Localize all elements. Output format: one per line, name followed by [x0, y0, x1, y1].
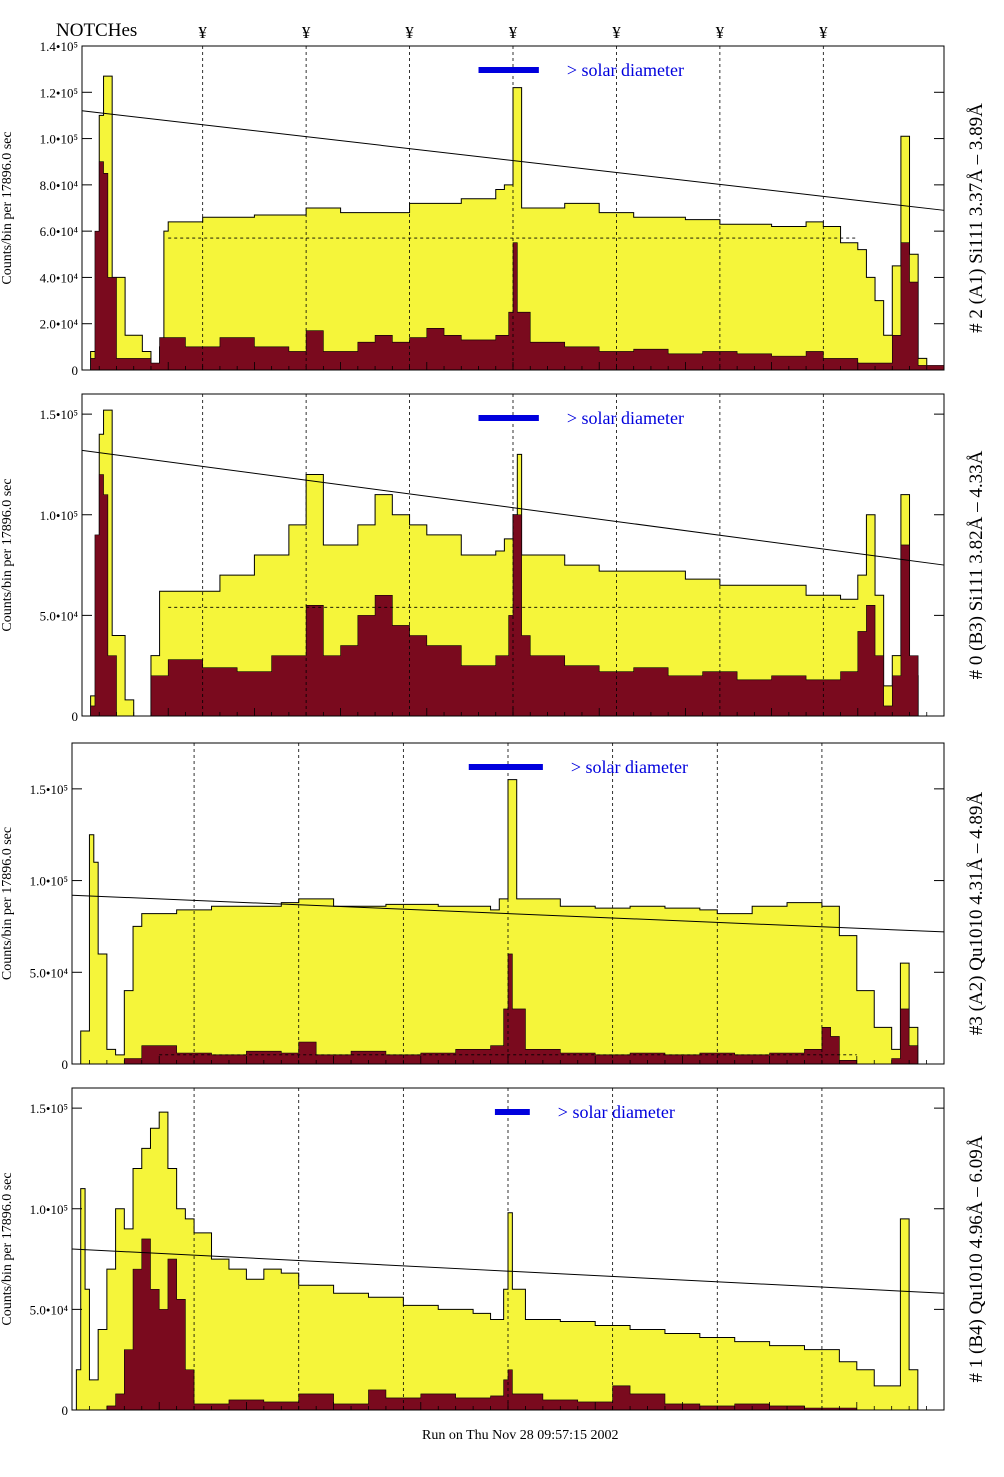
trend-line-3: [71, 1248, 945, 1294]
ytick-label-3-0: 0: [62, 1403, 69, 1418]
panel-1: 0 5.0•10⁴ 1.0•10⁵ 1.5•10⁵ Counts/bin per 178…: [0, 393, 987, 724]
detector-label-1: # 0 (B3) Si111 3.82Å – 4.33Å: [966, 450, 987, 679]
panel-0: 0 2.0•10⁴ 4.0•10⁴ 6.0•10⁴ 8.0•10⁴ 1.0•10⁵ 1.2•…: [0, 39, 987, 378]
ytick-label-1-2: 1.0•10⁵: [40, 508, 78, 523]
ytick-label-0-1: 2.0•10⁴: [40, 317, 79, 332]
notch-marker-4: ¥: [612, 23, 621, 42]
series-dark-3: [72, 1238, 944, 1411]
ytick-label-0-2: 4.0•10⁴: [40, 270, 79, 285]
ytick-label-2-0: 0: [62, 1057, 69, 1072]
ytick-label-3-2: 1.0•10⁵: [30, 1202, 68, 1217]
ytick-label-1-1: 5.0•10⁴: [40, 608, 79, 623]
ytick-label-2-3: 1.5•10⁵: [30, 782, 68, 797]
notch-marker-0: ¥: [198, 23, 207, 42]
detector-label-3: # 1 (B4) Qu1010 4.96Å – 6.09Å: [966, 1135, 987, 1382]
notch-marker-5: ¥: [716, 23, 725, 42]
solar-diameter-legend-2: > solar diameter: [571, 757, 688, 777]
series-total-0: [82, 75, 944, 371]
ytick-label-3-3: 1.5•10⁵: [30, 1101, 68, 1116]
solar-diameter-legend-0: > solar diameter: [567, 60, 684, 80]
notches-title: NOTCHes: [56, 20, 138, 41]
ytick-label-0-6: 1.2•10⁵: [40, 85, 78, 100]
panel-3: 0 5.0•10⁴ 1.0•10⁵ 1.5•10⁵ Counts/bin per 178…: [0, 1087, 987, 1418]
ytick-label-1-3: 1.5•10⁵: [40, 407, 78, 422]
ytick-label-0-5: 1.0•10⁵: [40, 132, 78, 147]
ytick-label-3-1: 5.0•10⁴: [30, 1302, 69, 1317]
series-total-3: [72, 1111, 944, 1411]
series-dark-1: [82, 474, 944, 717]
solar-diameter-bar-3: [494, 1109, 530, 1115]
ytick-label-2-1: 5.0•10⁴: [30, 965, 69, 980]
notch-marker-6: ¥: [819, 23, 828, 42]
series-total-2: [72, 779, 944, 1065]
trend-line-2: [71, 894, 945, 933]
ytick-label-0-7: 1.4•10⁵: [40, 39, 78, 54]
ytick-label-1-0: 0: [72, 709, 79, 724]
solar-diameter-bar-1: [478, 415, 539, 421]
solar-diameter-legend-1: > solar diameter: [567, 408, 684, 428]
y-axis-label-0: Counts/bin per 17896.0 sec: [0, 131, 15, 284]
detector-label-0: # 2 (A1) Si111 3.37Å – 3.89Å: [966, 103, 987, 333]
notch-marker-2: ¥: [405, 23, 414, 42]
ytick-label-0-3: 6.0•10⁴: [40, 224, 79, 239]
run-timestamp: Run on Thu Nov 28 09:57:15 2002: [422, 1428, 619, 1443]
notch-marker-3: ¥: [509, 23, 518, 42]
y-axis-label-1: Counts/bin per 17896.0 sec: [0, 478, 15, 631]
ytick-label-2-2: 1.0•10⁵: [30, 874, 68, 889]
ytick-label-0-0: 0: [72, 363, 79, 378]
solar-diameter-bar-2: [468, 764, 543, 770]
trend-line-0: [81, 110, 945, 211]
solar-diameter-bar-0: [478, 67, 539, 73]
y-axis-label-2: Counts/bin per 17896.0 sec: [0, 827, 15, 980]
notch-marker-1: ¥: [302, 23, 311, 42]
trend-line-1: [81, 449, 945, 566]
detector-label-2: #3 (A2) Qu1010 4.31Å – 4.89Å: [966, 792, 987, 1036]
panel-2: 0 5.0•10⁴ 1.0•10⁵ 1.5•10⁵ Counts/bin per 178…: [0, 742, 987, 1072]
y-axis-label-3: Counts/bin per 17896.0 sec: [0, 1172, 15, 1325]
solar-diameter-legend-3: > solar diameter: [558, 1102, 675, 1122]
ytick-label-0-4: 8.0•10⁴: [40, 178, 79, 193]
